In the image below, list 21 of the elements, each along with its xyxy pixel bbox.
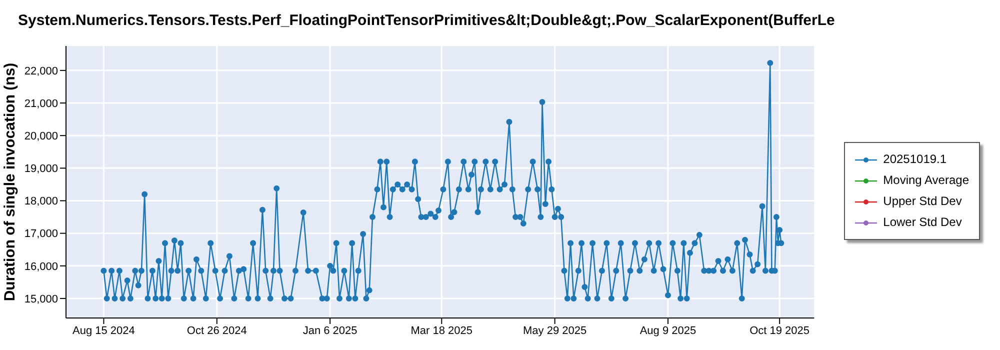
y-tick-label: 17,000 (24, 228, 58, 240)
x-tick-label: Oct 26 2024 (186, 324, 247, 337)
x-tick-label: Jan 6 2025 (302, 324, 358, 337)
legend-label: 20251019.1 (883, 151, 947, 168)
legend-label: Lower Std Dev (883, 214, 962, 231)
x-tick-label: Aug 15 2024 (72, 324, 135, 337)
y-tick-label: 15,000 (24, 293, 58, 306)
x-tick-label: Oct 19 2025 (750, 324, 810, 337)
x-tick-label: May 29 2025 (523, 324, 587, 337)
legend-label: Moving Average (883, 172, 969, 189)
y-tick-label: 22,000 (24, 65, 58, 78)
y-tick-label: 18,000 (24, 196, 58, 208)
y-tick-label: 16,000 (24, 260, 58, 273)
y-tick-label: 20,000 (24, 130, 58, 142)
y-tick-label: 21,000 (24, 98, 58, 110)
chart-title: System.Numerics.Tensors.Tests.Perf_FloatingPointTensorPrimitives&lt;Double&gt;.Pow_ScalarExponent(BufferLe (18, 12, 835, 29)
x-tick-label: Aug 9 2025 (640, 324, 696, 337)
legend-label: Upper Std Dev (883, 193, 962, 210)
y-axis-title: Duration of single invocation (ns) (1, 62, 18, 302)
y-tick-label: 19,000 (24, 163, 58, 176)
x-tick-label: Mar 18 2025 (410, 324, 473, 337)
